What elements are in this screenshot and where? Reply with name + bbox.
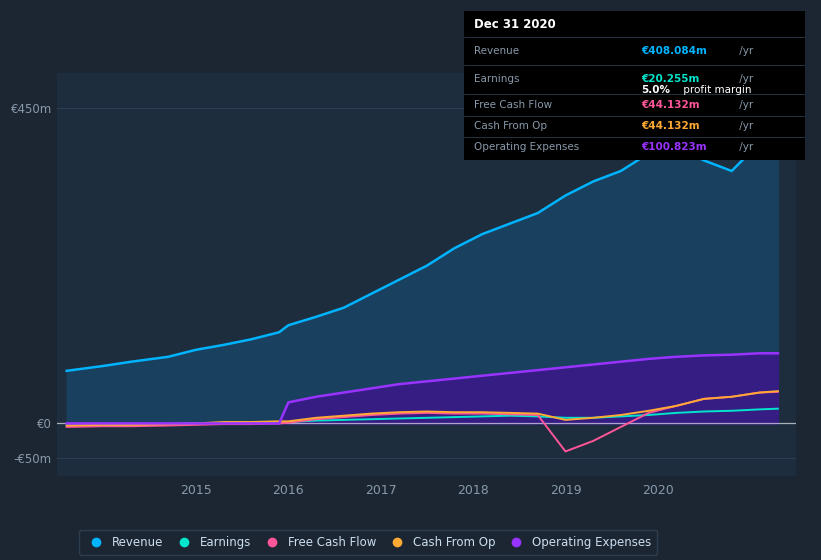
Text: 5.0%: 5.0% xyxy=(641,85,670,95)
Text: Dec 31 2020: Dec 31 2020 xyxy=(474,18,556,31)
Text: Cash From Op: Cash From Op xyxy=(474,121,547,131)
Text: Free Cash Flow: Free Cash Flow xyxy=(474,100,553,110)
Text: €44.132m: €44.132m xyxy=(641,121,699,131)
Text: €100.823m: €100.823m xyxy=(641,142,707,152)
Text: /yr: /yr xyxy=(736,74,754,84)
Text: €408.084m: €408.084m xyxy=(641,45,707,55)
Text: /yr: /yr xyxy=(736,142,754,152)
Text: Earnings: Earnings xyxy=(474,74,520,84)
Text: /yr: /yr xyxy=(736,121,754,131)
Text: €20.255m: €20.255m xyxy=(641,74,699,84)
Text: €44.132m: €44.132m xyxy=(641,100,699,110)
Legend: Revenue, Earnings, Free Cash Flow, Cash From Op, Operating Expenses: Revenue, Earnings, Free Cash Flow, Cash … xyxy=(79,530,657,555)
Text: Revenue: Revenue xyxy=(474,45,519,55)
Text: /yr: /yr xyxy=(736,100,754,110)
Text: profit margin: profit margin xyxy=(681,85,752,95)
Text: /yr: /yr xyxy=(736,45,754,55)
Text: Operating Expenses: Operating Expenses xyxy=(474,142,580,152)
